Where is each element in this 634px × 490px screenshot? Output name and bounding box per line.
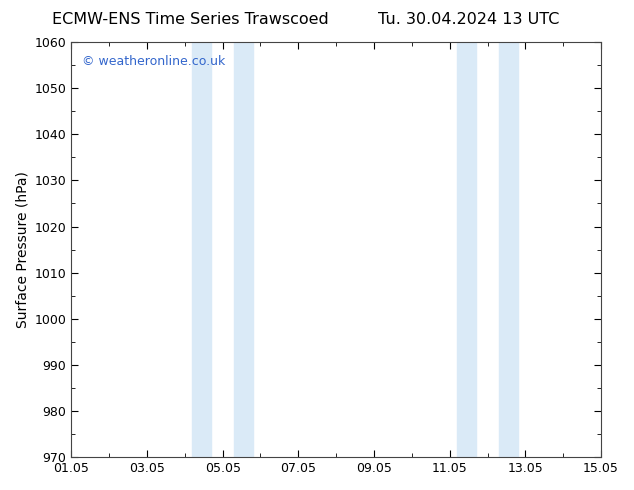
Y-axis label: Surface Pressure (hPa): Surface Pressure (hPa) (15, 171, 29, 328)
Bar (499, 42, 518, 457)
Bar (457, 42, 476, 457)
Text: ECMW-ENS Time Series Trawscoed: ECMW-ENS Time Series Trawscoed (52, 12, 328, 27)
Text: Tu. 30.04.2024 13 UTC: Tu. 30.04.2024 13 UTC (378, 12, 560, 27)
Bar (192, 42, 211, 457)
Bar (234, 42, 253, 457)
Text: © weatheronline.co.uk: © weatheronline.co.uk (82, 54, 225, 68)
